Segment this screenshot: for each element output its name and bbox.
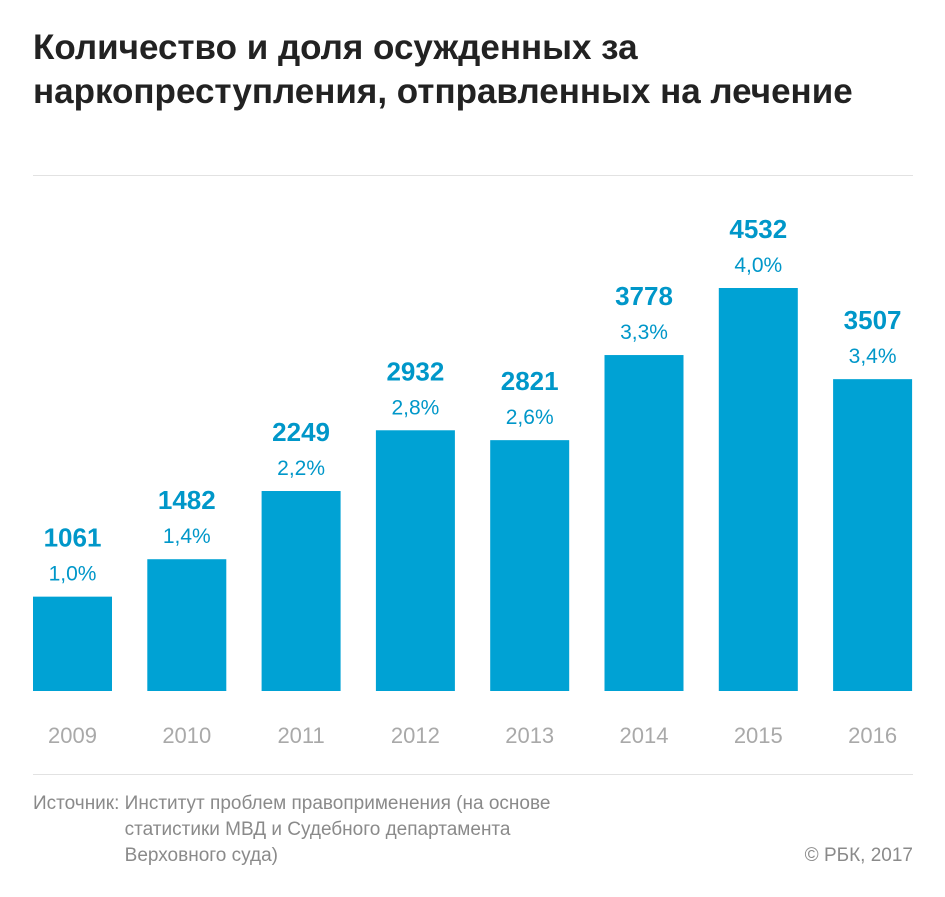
share-label-2015: 4,0%	[734, 254, 782, 277]
x-tick-2012: 2012	[391, 723, 440, 748]
source-label: Источник:	[33, 793, 120, 814]
value-label-2014: 3778	[615, 281, 673, 311]
bar-2010	[147, 559, 227, 691]
value-label-2010: 1482	[158, 485, 216, 515]
bar-2012	[375, 430, 455, 691]
share-label-2014: 3,3%	[620, 321, 668, 344]
value-label-2012: 2932	[386, 356, 444, 386]
value-label-2015: 4532	[729, 214, 787, 244]
share-label-2016: 3,4%	[849, 345, 897, 368]
bar-2009	[33, 596, 112, 691]
value-label-2011: 2249	[272, 417, 330, 447]
x-tick-2010: 2010	[162, 723, 211, 748]
source-note: Источник: Институт проблем правоприменен…	[33, 791, 585, 869]
share-label-2010: 1,4%	[163, 525, 211, 548]
bar-2013	[490, 440, 570, 691]
value-label-2013: 2821	[501, 366, 559, 396]
bar-2014	[604, 355, 684, 691]
bars-group	[33, 288, 913, 691]
chart-title: Количество и доля осужденных за наркопре…	[33, 28, 853, 111]
share-label-2009: 1,0%	[49, 563, 97, 586]
copyright: © РБК, 2017	[804, 845, 913, 866]
value-label-2016: 3507	[844, 305, 902, 335]
bar-2016	[833, 379, 913, 691]
x-tick-2015: 2015	[734, 723, 783, 748]
bar-2011	[261, 491, 341, 691]
x-tick-2014: 2014	[620, 723, 669, 748]
x-tick-2013: 2013	[505, 723, 554, 748]
share-label-2012: 2,8%	[391, 396, 439, 419]
x-tick-2011: 2011	[277, 723, 324, 748]
bar-2015	[718, 288, 798, 691]
bar-chart: 1061 1,0% 2009 1482 1,4% 2010 2249 2,2% 2011 2932…	[33, 214, 913, 748]
source-text: Институт проблем правоприменения (на осн…	[124, 793, 551, 866]
share-label-2011: 2,2%	[277, 457, 325, 480]
top-divider	[33, 175, 913, 176]
share-label-2013: 2,6%	[506, 406, 554, 429]
x-tick-2016: 2016	[848, 723, 897, 748]
x-tick-2009: 2009	[48, 723, 97, 748]
value-label-2009: 1061	[44, 523, 102, 553]
labels-group: 1061 1,0% 2009 1482 1,4% 2010 2249 2,2% 2011 2932…	[44, 214, 902, 748]
bottom-divider	[33, 774, 913, 775]
